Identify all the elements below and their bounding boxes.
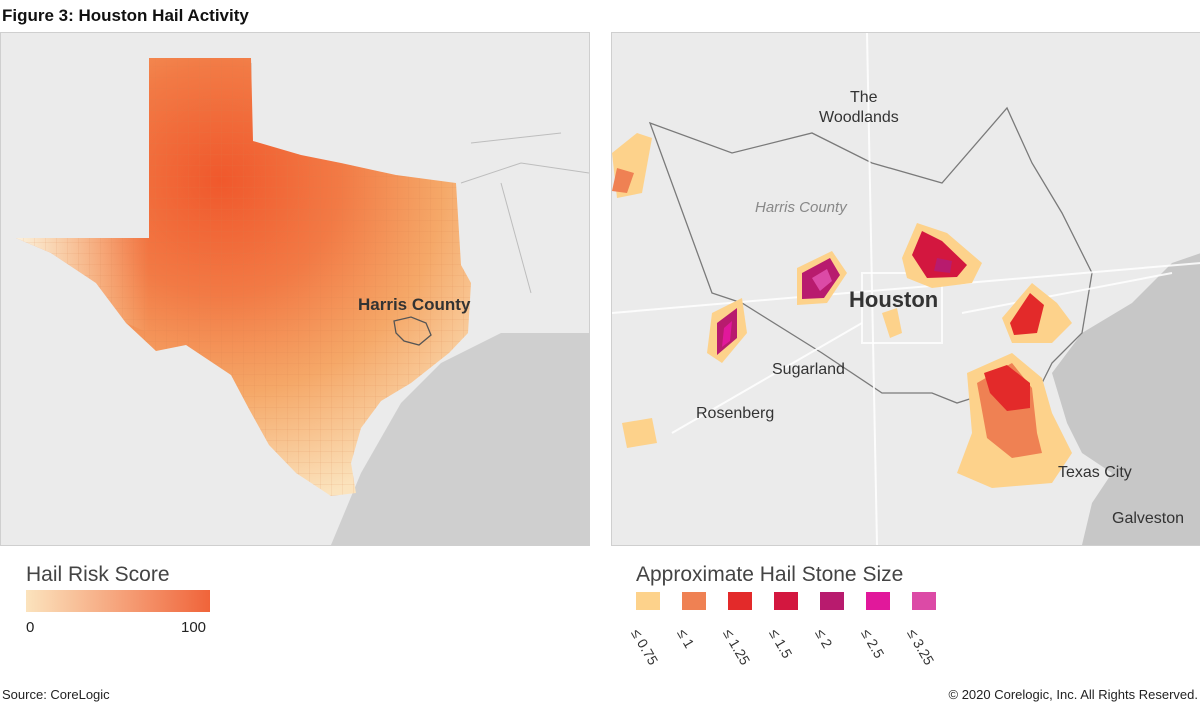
size-swatch-label: ≤ 2 <box>812 626 836 651</box>
houston-hail-map: The Woodlands Harris County Houston Suga… <box>611 32 1200 546</box>
label-houston: Houston <box>849 287 939 312</box>
size-swatch-label: ≤ 1 <box>674 626 698 651</box>
size-swatch <box>682 592 706 610</box>
source-note: Source: CoreLogic <box>2 687 110 702</box>
harris-county-boundary <box>648 106 1093 404</box>
houston-map-graphic <box>612 33 1200 545</box>
label-sugarland: Sugarland <box>772 361 845 378</box>
harris-county-outline <box>393 316 432 346</box>
size-swatch-label: ≤ 0.75 <box>628 626 662 668</box>
label-harris-county: Harris County <box>755 199 847 216</box>
label-texas-city: Texas City <box>1058 464 1132 481</box>
figure-title: Figure 3: Houston Hail Activity <box>2 6 249 25</box>
risk-legend-max: 100 <box>181 619 207 636</box>
texas-hail-risk-map: Harris County <box>0 32 590 546</box>
size-swatch-label: ≤ 1.5 <box>766 626 796 661</box>
bay-water <box>1052 253 1200 545</box>
hail-swaths <box>612 133 1072 488</box>
texas-map-graphic <box>1 33 589 545</box>
size-swatch <box>774 592 798 610</box>
risk-legend-title: Hail Risk Score <box>26 563 170 586</box>
label-rosenberg: Rosenberg <box>696 405 775 422</box>
size-swatch-label: ≤ 1.25 <box>720 626 754 668</box>
size-swatch <box>866 592 890 610</box>
size-swatch <box>820 592 844 610</box>
label-the: The <box>850 89 878 106</box>
size-legend-title: Approximate Hail Stone Size <box>636 563 904 586</box>
size-swatch <box>912 592 936 610</box>
size-swatch <box>728 592 752 610</box>
size-swatch <box>636 592 660 610</box>
harris-county-label: Harris County <box>358 295 471 314</box>
copyright-note: © 2020 Corelogic, Inc. All Rights Reserv… <box>948 687 1198 702</box>
risk-legend-min: 0 <box>26 619 35 636</box>
label-galveston: Galveston <box>1112 510 1185 527</box>
size-swatch-label: ≤ 3.25 <box>904 626 938 668</box>
label-woodlands: Woodlands <box>819 109 899 126</box>
gulf-water <box>331 333 589 545</box>
size-swatch-label: ≤ 2.5 <box>858 626 888 661</box>
risk-legend-bar <box>26 590 210 612</box>
